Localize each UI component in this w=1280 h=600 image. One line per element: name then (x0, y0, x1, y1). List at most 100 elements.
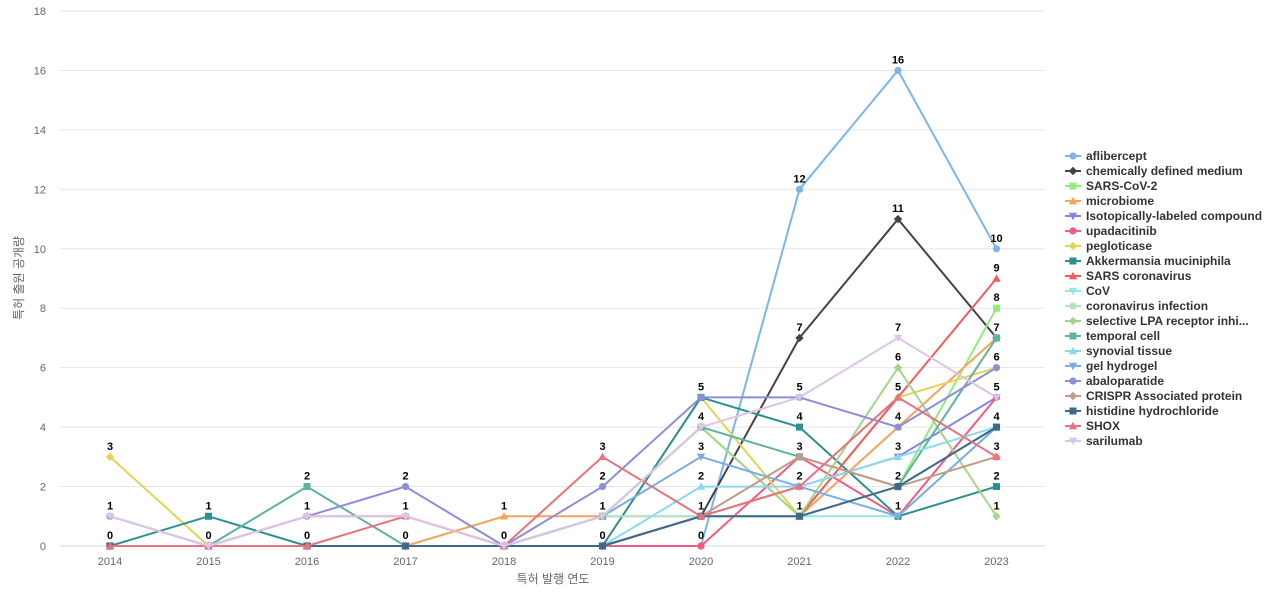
data-point[interactable] (795, 394, 804, 402)
data-point[interactable] (598, 513, 607, 521)
legend-symbol[interactable] (1068, 241, 1078, 251)
series-line[interactable] (110, 366, 998, 547)
legend-symbol[interactable] (1069, 377, 1077, 385)
data-point[interactable] (696, 482, 706, 490)
series-sarilumab[interactable] (105, 334, 1001, 551)
legend-symbol[interactable] (1069, 152, 1077, 160)
data-point[interactable] (499, 542, 509, 551)
legend-item[interactable]: abaloparatide (1065, 374, 1164, 388)
data-point[interactable] (893, 452, 903, 461)
legend-symbol[interactable] (1069, 182, 1077, 190)
data-point[interactable] (303, 483, 311, 491)
legend-item[interactable]: SHOX (1065, 419, 1120, 433)
legend-item[interactable]: sarilumab (1065, 434, 1143, 448)
series-line[interactable] (109, 366, 998, 547)
legend-item[interactable]: CRISPR Associated protein (1065, 389, 1242, 403)
legend-item[interactable]: aflibercept (1065, 149, 1147, 163)
series-line[interactable] (110, 337, 998, 547)
legend-symbol[interactable] (1068, 271, 1078, 280)
data-point[interactable] (993, 304, 1000, 312)
series-chemically-defined-medium[interactable] (105, 214, 1001, 551)
legend-symbol[interactable] (1068, 287, 1078, 296)
series-line[interactable] (109, 366, 997, 547)
data-point[interactable] (696, 453, 706, 462)
data-point[interactable] (992, 274, 1001, 282)
data-point[interactable] (993, 483, 1000, 491)
data-point[interactable] (992, 512, 1001, 521)
data-point[interactable] (205, 512, 212, 520)
legend-symbol[interactable] (1068, 212, 1078, 221)
legend-item[interactable]: coronavirus infection (1065, 299, 1208, 313)
legend-item[interactable]: selective LPA receptor inhi... (1065, 314, 1249, 328)
data-point[interactable] (696, 512, 706, 520)
series-shox[interactable] (105, 393, 1001, 550)
data-point[interactable] (598, 482, 607, 491)
legend-symbol[interactable] (1068, 316, 1078, 326)
data-point[interactable] (893, 334, 903, 343)
legend-item[interactable]: SARS-CoV-2 (1065, 179, 1158, 193)
data-point[interactable] (499, 512, 509, 520)
data-point[interactable] (992, 394, 1001, 402)
series-sars-coronavirus[interactable] (105, 274, 1001, 550)
data-point[interactable] (204, 542, 213, 551)
data-point[interactable] (795, 482, 804, 490)
series-line[interactable] (110, 396, 998, 547)
series-line[interactable] (110, 337, 998, 547)
data-point[interactable] (796, 512, 803, 520)
data-point[interactable] (893, 513, 903, 521)
data-point[interactable] (795, 333, 804, 343)
legend-symbol[interactable] (1068, 391, 1078, 401)
data-point[interactable] (697, 393, 705, 401)
data-point[interactable] (401, 482, 410, 491)
data-point[interactable] (697, 542, 705, 550)
series-line[interactable] (109, 336, 998, 547)
legend-item[interactable]: Isotopically-labeled compound (1065, 209, 1262, 223)
data-point[interactable] (893, 363, 903, 372)
data-point[interactable] (302, 513, 312, 521)
data-point[interactable] (993, 334, 1000, 342)
legend-item[interactable]: SARS coronavirus (1065, 269, 1192, 283)
data-point[interactable] (894, 483, 902, 491)
legend-item[interactable]: chemically defined medium (1065, 164, 1243, 178)
legend-item[interactable]: gel hydrogel (1065, 359, 1157, 373)
data-point[interactable] (992, 452, 1001, 461)
data-point[interactable] (696, 423, 706, 432)
data-point[interactable] (894, 423, 902, 431)
legend-symbol[interactable] (1068, 166, 1078, 176)
data-point[interactable] (795, 452, 804, 462)
legend-symbol[interactable] (1068, 421, 1078, 430)
data-point[interactable] (401, 513, 410, 521)
data-point[interactable] (105, 513, 115, 521)
data-point[interactable] (894, 66, 902, 75)
legend-item[interactable]: pegloticase (1065, 239, 1152, 253)
legend-symbol[interactable] (1068, 437, 1078, 446)
data-point[interactable] (992, 364, 1001, 372)
legend-symbol[interactable] (1069, 257, 1077, 265)
data-point[interactable] (105, 452, 115, 462)
data-point[interactable] (598, 452, 607, 461)
data-point[interactable] (893, 214, 903, 224)
legend-item[interactable]: Akkermansia muciniphila (1065, 254, 1231, 268)
legend-symbol[interactable] (1068, 362, 1078, 371)
data-point[interactable] (402, 542, 409, 550)
legend-item[interactable]: synovial tissue (1065, 344, 1172, 358)
legend-symbol[interactable] (1069, 407, 1077, 415)
data-point[interactable] (992, 245, 1001, 253)
legend-symbol[interactable] (1069, 332, 1077, 340)
legend-symbol[interactable] (1069, 302, 1077, 310)
legend-item[interactable]: upadacitinib (1065, 224, 1157, 238)
data-point[interactable] (599, 542, 606, 550)
data-point[interactable] (795, 185, 804, 193)
data-point[interactable] (993, 423, 1000, 431)
legend-item[interactable]: microbiome (1065, 194, 1154, 208)
data-point[interactable] (893, 393, 903, 401)
legend-item[interactable]: histidine hydrochloride (1065, 404, 1219, 418)
legend-item[interactable]: temporal cell (1065, 329, 1160, 343)
legend-symbol[interactable] (1069, 227, 1077, 235)
data-point[interactable] (796, 423, 803, 431)
legend-item[interactable]: CoV (1065, 284, 1110, 298)
data-point[interactable] (105, 541, 115, 550)
legend-symbol[interactable] (1068, 346, 1078, 355)
data-point[interactable] (302, 541, 312, 550)
